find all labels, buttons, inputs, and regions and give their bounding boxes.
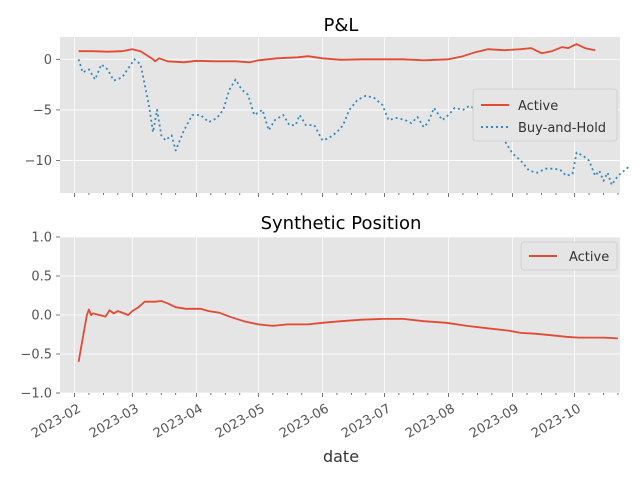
pnl-title: P&L xyxy=(324,15,359,36)
pnl-y-axis: 0 −5 −10 xyxy=(25,53,60,169)
pnl-series-line-active xyxy=(78,43,596,64)
pnl-x-axis xyxy=(74,193,619,197)
pnl-y-tick-label: −5 xyxy=(33,103,52,118)
pnl-legend: Active Buy-and-Hold xyxy=(472,88,618,142)
position-series xyxy=(77,300,618,362)
position-legend: Active xyxy=(520,241,618,271)
x-tick-label: 2023-05 xyxy=(213,401,268,441)
position-legend-label-active: Active xyxy=(569,250,609,265)
pnl-legend-box xyxy=(472,88,618,142)
pnl-legend-label-active: Active xyxy=(518,99,558,114)
pnl-series xyxy=(77,43,631,186)
pnl-legend-label-buy-and-hold: Buy-and-Hold xyxy=(518,121,606,136)
position-title: Synthetic Position xyxy=(261,213,422,234)
x-tick-label: 2023-09 xyxy=(467,401,522,441)
pos-series-line-active xyxy=(77,300,618,362)
position-y-axis: 1.0 0.5 0.0 −0.5 −1.0 xyxy=(20,231,60,402)
x-tick-label: 2023-02 xyxy=(29,401,84,441)
x-tick-label: 2023-03 xyxy=(87,401,142,441)
pnl-y-tick-label: −10 xyxy=(25,154,52,169)
x-tick-label: 2023-10 xyxy=(529,401,584,441)
pnl-series-line-buy-and-hold xyxy=(77,58,631,186)
position-legend-box xyxy=(520,241,618,271)
position-x-axis: 2023-02 2023-03 2023-04 2023-05 2023-06 2023-… xyxy=(29,393,619,442)
pos-y-tick-label: 0.0 xyxy=(31,309,52,324)
x-tick-label: 2023-04 xyxy=(151,401,206,441)
pnl-panel: 0 −5 −10 P&L Active Buy-and-Hold xyxy=(25,15,631,197)
pos-y-tick-label: 0.5 xyxy=(31,270,52,285)
position-panel: 1.00.50.0−0.5−1.0 2023-02 2023-03 2023-04 2… xyxy=(20,213,620,442)
x-tick-label: 2023-07 xyxy=(339,401,394,441)
position-gridlines xyxy=(60,236,620,394)
pos-y-tick-label: 1.0 xyxy=(31,231,52,246)
x-axis-label: date xyxy=(323,447,359,466)
pos-y-tick-label: −1.0 xyxy=(20,387,52,402)
pnl-y-tick-label: 0 xyxy=(44,53,52,68)
x-tick-label: 2023-06 xyxy=(277,401,332,441)
x-tick-label: 2023-08 xyxy=(403,401,458,441)
pos-y-tick-label: −0.5 xyxy=(20,348,52,363)
